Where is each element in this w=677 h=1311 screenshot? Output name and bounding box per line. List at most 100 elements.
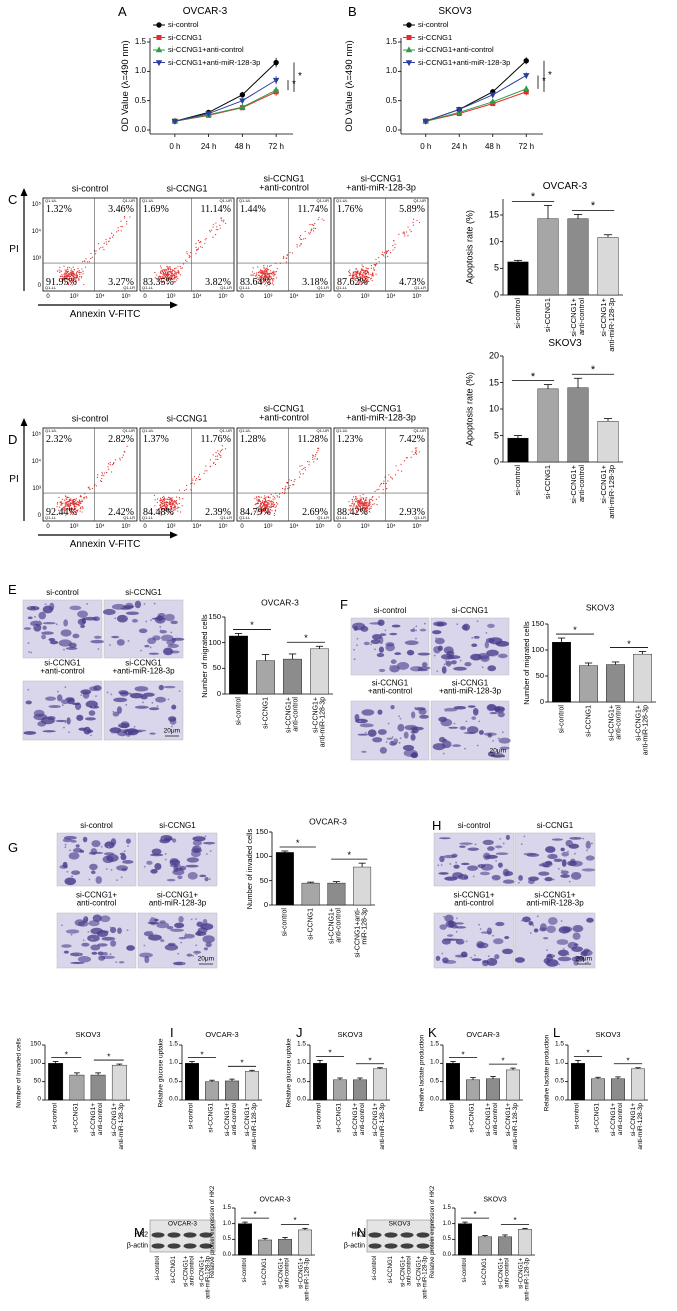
event-dot — [362, 512, 364, 514]
cell-stain — [125, 838, 131, 844]
cell-stain — [30, 620, 43, 627]
cell-stain — [377, 709, 383, 715]
cell-stain — [363, 641, 370, 646]
event-dot — [318, 216, 320, 219]
event-dot — [66, 498, 68, 501]
pore — [112, 938, 115, 941]
event-dot — [174, 507, 176, 509]
event-dot — [314, 222, 316, 224]
event-dot — [250, 512, 253, 514]
event-dot — [258, 276, 260, 278]
event-dot — [274, 271, 276, 273]
pore — [70, 933, 73, 936]
pore — [497, 737, 500, 740]
pore — [574, 852, 576, 855]
significance-mark: * — [304, 633, 308, 645]
cell-stain — [497, 707, 505, 711]
event-dot — [360, 278, 362, 280]
event-dot — [366, 506, 368, 508]
image-label: si-CCNG1 +anti-miR-128-3p — [112, 658, 175, 676]
event-dot — [265, 509, 267, 511]
event-dot — [204, 470, 206, 472]
event-dot — [268, 284, 270, 286]
event-dot — [95, 253, 97, 255]
x-tick-label: si-CCNG1 — [593, 1103, 601, 1133]
event-dot — [400, 463, 402, 465]
cell-stain — [544, 876, 553, 882]
flow-plot-frame — [236, 427, 332, 522]
arrow-head — [170, 301, 178, 309]
event-dot — [313, 227, 315, 229]
event-dot — [259, 280, 262, 283]
event-dot — [117, 230, 119, 232]
event-dot — [257, 496, 259, 498]
pore — [123, 850, 126, 853]
event-dot — [189, 251, 192, 254]
event-dot — [316, 451, 318, 454]
event-dot — [253, 274, 255, 276]
scale-bar-label: 20μm — [575, 955, 592, 963]
event-dot — [301, 468, 303, 471]
event-dot — [272, 277, 274, 280]
event-dot — [355, 272, 358, 274]
event-dot — [387, 249, 389, 252]
event-dot — [166, 272, 168, 275]
event-dot — [168, 278, 170, 280]
event-dot — [367, 503, 370, 505]
event-dot — [271, 282, 274, 284]
event-dot — [303, 238, 305, 240]
cell-stain — [487, 665, 497, 672]
event-dot — [269, 279, 271, 281]
event-dot — [77, 504, 79, 506]
cell-stain — [585, 840, 591, 849]
event-dot — [59, 501, 61, 504]
cell-stain — [553, 858, 563, 862]
event-dot — [262, 509, 264, 511]
event-dot — [357, 271, 359, 274]
cell-stain — [367, 729, 377, 737]
band — [183, 1232, 197, 1238]
plot-label: si-control — [71, 413, 109, 424]
cell-stain — [144, 644, 150, 648]
cell-stain — [548, 917, 558, 925]
event-dot — [170, 499, 172, 501]
cell-stain — [88, 710, 96, 716]
pore — [180, 941, 183, 944]
event-dot — [359, 276, 361, 278]
event-dot — [364, 504, 366, 507]
y-axis-label: Relative lactate production — [418, 1034, 426, 1111]
event-dot — [219, 451, 221, 453]
event-dot — [170, 498, 172, 500]
event-dot — [370, 505, 372, 507]
pore — [447, 665, 450, 667]
significance-mark: * — [295, 837, 300, 849]
event-dot — [182, 498, 184, 500]
quadrant-name: Q1-UL — [239, 197, 251, 203]
pore — [500, 706, 503, 708]
event-dot — [274, 506, 276, 508]
event-dot — [64, 273, 66, 275]
pore — [499, 838, 502, 840]
event-dot — [105, 238, 107, 241]
event-dot — [266, 496, 268, 498]
x-tick-label: si-CCNG1 — [543, 298, 553, 333]
pore — [30, 651, 33, 654]
cell-stain — [502, 948, 514, 955]
event-dot — [168, 267, 170, 269]
event-dot — [357, 503, 359, 505]
event-dot — [262, 271, 264, 274]
event-dot — [289, 485, 291, 487]
event-dot — [167, 496, 169, 498]
event-dot — [162, 271, 164, 273]
event-dot — [264, 504, 266, 506]
x-tick-label: si-CCNG1+ anti-control — [569, 465, 586, 504]
event-dot — [371, 275, 373, 277]
y-tick-label: 1.5 — [222, 1204, 231, 1211]
event-dot — [65, 501, 67, 503]
event-dot — [372, 274, 374, 276]
x-tick-label: si-CCNG1 — [335, 1103, 343, 1133]
pore — [415, 637, 417, 640]
bar — [633, 653, 652, 703]
legend-label: si-CCNG1+anti-miR-128-3p — [168, 57, 261, 67]
marker — [405, 60, 413, 67]
